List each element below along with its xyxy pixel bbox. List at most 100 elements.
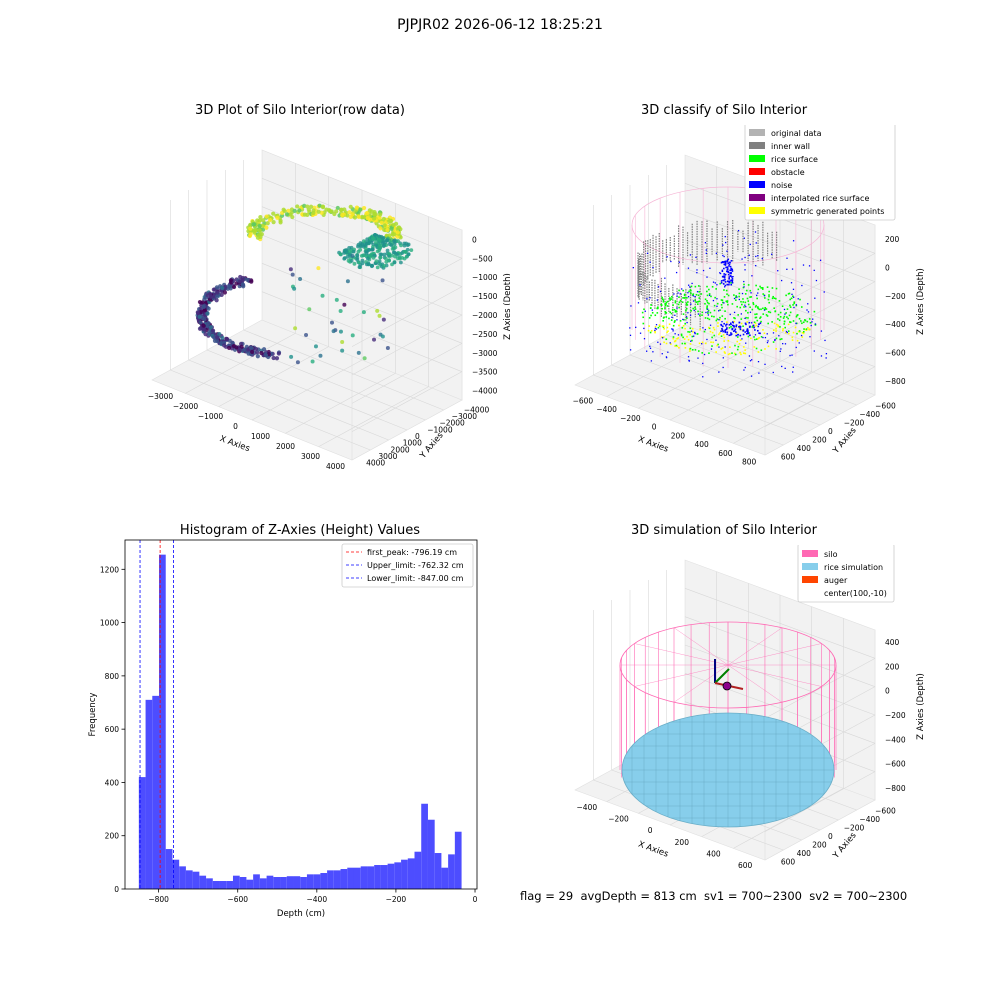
rice-surface-point	[711, 336, 713, 339]
noise-point	[783, 308, 786, 311]
grid-line	[351, 258, 463, 319]
data-point	[385, 248, 390, 253]
rice-surface-point	[678, 301, 681, 304]
noise-point	[749, 311, 752, 313]
rice-surface-point	[785, 312, 787, 314]
data-point	[360, 258, 365, 263]
rice-surface-point	[738, 342, 741, 345]
rice-surface-point	[729, 346, 731, 348]
z-tick-label: −400	[885, 735, 906, 744]
noise-point	[630, 305, 632, 307]
noise-point	[718, 319, 720, 321]
rice-surface-point	[777, 318, 779, 320]
rice-surface-point	[763, 332, 766, 335]
data-point	[308, 204, 314, 209]
rice-surface-point	[661, 296, 663, 299]
histogram-bar	[333, 870, 341, 889]
data-point	[203, 332, 208, 337]
data-point	[385, 227, 390, 233]
rice-surface-point	[720, 299, 723, 301]
noise-point	[742, 333, 745, 336]
data-point	[350, 254, 355, 259]
rice-surface-point	[771, 287, 774, 289]
rice-surface-point	[787, 323, 790, 326]
noise-point	[649, 345, 651, 348]
z-tick-label: −500	[472, 254, 493, 263]
noise-point	[732, 330, 735, 332]
data-point	[245, 277, 250, 283]
noise-point	[754, 334, 757, 336]
grid-line	[764, 771, 876, 832]
noise-point	[731, 328, 734, 330]
noise-point	[705, 249, 707, 251]
rice-surface-point	[683, 338, 686, 340]
rice-surface-point	[759, 285, 761, 288]
y-tick-label: 200	[812, 436, 827, 445]
x-tick-label: −400	[596, 405, 617, 414]
status-text: flag = 29 avgDepth = 813 cm sv1 = 700~23…	[520, 889, 908, 903]
noise-point	[649, 347, 652, 349]
noise-point	[677, 292, 679, 294]
rice-surface-point	[706, 317, 709, 320]
data-point	[327, 209, 333, 214]
y-tick-label: −200	[844, 418, 865, 427]
histogram-bar	[259, 878, 267, 889]
legend-swatch	[749, 129, 765, 136]
rice-surface-point	[674, 340, 677, 342]
x-tick-label: 200	[671, 431, 686, 440]
data-point	[358, 207, 363, 212]
data-point	[364, 262, 369, 267]
z-tick-label: −2000	[472, 311, 498, 320]
rice-surface-point	[749, 289, 752, 292]
rice-surface-point	[754, 313, 756, 316]
legend-label: original data	[771, 129, 822, 138]
rice-surface-point	[662, 317, 665, 319]
rice-surface-point	[754, 306, 757, 308]
data-point	[392, 239, 397, 244]
rice-surface-point	[708, 352, 710, 354]
data-point	[214, 285, 220, 290]
rice-surface-point	[666, 326, 669, 329]
noise-point	[729, 322, 732, 325]
rice-surface-point	[773, 322, 776, 325]
rice-surface-point	[741, 303, 743, 306]
rice-surface-point	[733, 352, 736, 355]
histogram-bar	[253, 874, 260, 889]
histogram-bar	[401, 859, 408, 889]
rice-surface-point	[788, 332, 790, 335]
noise-point	[751, 275, 753, 277]
rice-surface-point	[739, 351, 741, 354]
rice-surface-point	[760, 349, 763, 352]
rice-surface-point	[772, 329, 775, 332]
rice-surface-point	[792, 331, 795, 334]
data-point	[340, 213, 345, 218]
rice-surface-point	[783, 320, 786, 323]
noise-point	[746, 330, 748, 332]
rice-surface-point	[717, 325, 719, 327]
noise-point	[744, 269, 746, 271]
noise-point	[750, 375, 753, 377]
rice-surface-point	[665, 342, 668, 345]
rice-surface-point	[694, 306, 696, 309]
rice-surface-point	[708, 326, 710, 329]
noise-point	[724, 330, 726, 332]
noise-point	[665, 356, 668, 359]
legend-swatch	[749, 142, 765, 149]
rice-surface-point	[775, 337, 778, 340]
noise-point	[738, 298, 740, 301]
noise-point	[792, 371, 794, 373]
rice-surface-point	[796, 339, 799, 342]
noise-point	[657, 341, 659, 343]
rice-surface-point	[779, 338, 782, 341]
data-point	[374, 259, 379, 264]
noise-point	[730, 269, 733, 271]
rice-surface-point	[731, 352, 733, 354]
rice-surface-point	[671, 295, 673, 298]
rice-surface-point	[664, 304, 667, 307]
data-point	[398, 260, 403, 265]
noise-point	[757, 329, 759, 332]
rice-surface-point	[746, 321, 749, 323]
rice-surface-point	[706, 308, 708, 310]
noise-point	[733, 329, 736, 332]
histogram-bar	[360, 866, 368, 889]
